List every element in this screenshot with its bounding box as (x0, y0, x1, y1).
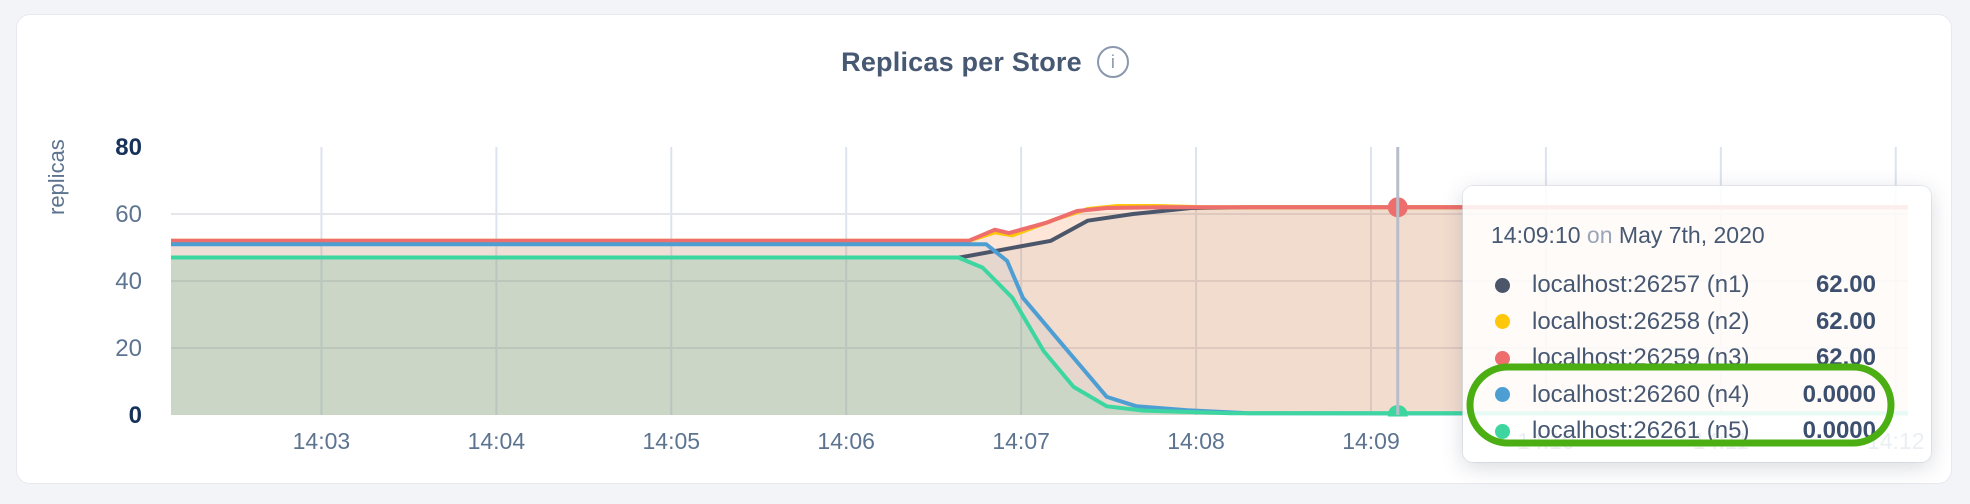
y-tick-label: 80 (115, 134, 142, 161)
legend-dot-n5 (1495, 423, 1510, 439)
legend-label-n3: localhost:26259 (n3) (1532, 344, 1750, 372)
x-tick-label: 14:06 (817, 428, 875, 454)
x-tick-label: 14:08 (1167, 428, 1225, 454)
x-tick-label: 14:09 (1342, 428, 1400, 454)
legend-label-n1: localhost:26257 (n1) (1532, 271, 1750, 299)
legend-value-n1: 62.00 (1815, 271, 1876, 299)
x-tick-label: 14:04 (468, 428, 526, 454)
y-tick-label: 20 (115, 335, 142, 362)
legend-row-n2: localhost:26258 (n2) 62.00 (1491, 304, 1931, 341)
legend-label-n5: localhost:26261 (n5) (1532, 417, 1750, 445)
y-tick-label: 60 (115, 201, 142, 228)
tooltip-timestamp: 14:09:10 on May 7th, 2020 (1491, 222, 1931, 249)
y-tick-label: 0 (129, 402, 142, 429)
legend-value-n3: 62.00 (1815, 344, 1876, 372)
legend-dot-n3 (1495, 350, 1510, 366)
legend-row-n3: localhost:26259 (n3) 62.00 (1491, 340, 1931, 377)
area-fill-series-4 (171, 244, 1908, 415)
legend-dot-n1 (1495, 277, 1510, 293)
legend-row-n1: localhost:26257 (n1) 62.00 (1491, 267, 1931, 304)
chart-title: Replicas per Store (841, 46, 1082, 77)
x-tick-label: 14:03 (293, 428, 351, 454)
legend-row-n5: localhost:26261 (n5) 0.0000 (1491, 413, 1931, 450)
line-series-3 (171, 205, 1908, 243)
chart-tooltip: 14:09:10 on May 7th, 2020 localhost:2625… (1463, 186, 1931, 462)
tooltip-date: May 7th, 2020 (1618, 222, 1765, 248)
tooltip-time: 14:09:10 (1491, 222, 1581, 248)
line-series-5 (171, 255, 1908, 416)
y-axis-title-text: replicas (44, 139, 69, 215)
chart-header: Replicas per Store i (0, 46, 1970, 78)
y-tick-label: 40 (115, 268, 142, 295)
legend-label-n4: localhost:26260 (n4) (1532, 380, 1750, 408)
legend-label-n2: localhost:26258 (n2) (1532, 307, 1750, 335)
legend-row-n4: localhost:26260 (n4) 0.0000 (1491, 377, 1931, 414)
tooltip-legend: localhost:26257 (n1) 62.00 localhost:262… (1491, 267, 1931, 450)
info-icon[interactable]: i (1096, 46, 1129, 78)
legend-dot-n2 (1495, 314, 1510, 330)
tooltip-connector: on (1586, 222, 1613, 248)
legend-value-n5: 0.0000 (1802, 417, 1876, 445)
legend-dot-n4 (1495, 387, 1510, 403)
y-axis-title: replicas (44, 139, 70, 215)
info-icon-glyph: i (1110, 52, 1115, 72)
legend-value-n4: 0.0000 (1802, 380, 1876, 408)
x-tick-label: 14:05 (643, 428, 701, 454)
legend-value-n2: 62.00 (1815, 307, 1876, 335)
area-fill-series-5 (171, 257, 1908, 415)
x-tick-label: 14:07 (992, 428, 1050, 454)
